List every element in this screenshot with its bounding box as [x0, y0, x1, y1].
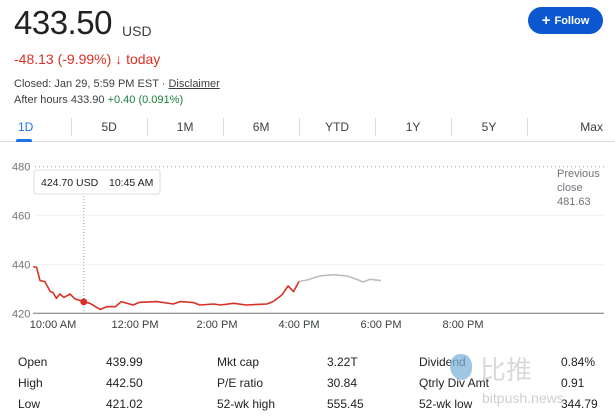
- stat-value: 3.22T: [327, 354, 358, 369]
- tab-1y[interactable]: 1Y: [375, 116, 451, 141]
- stat-value: 442.50: [106, 375, 143, 390]
- x-tick-label: 10:00 AM: [30, 319, 76, 331]
- x-tick-label: 8:00 PM: [443, 319, 484, 331]
- closed-info: Closed: Jan 29, 5:59 PM EST · Disclaimer: [14, 78, 220, 90]
- arrow-down-icon: ↓: [115, 51, 123, 67]
- x-tick-label: 4:00 PM: [279, 319, 320, 331]
- stat-value: 0.84%: [561, 354, 596, 369]
- stat-value: 344.79: [561, 396, 598, 411]
- y-tick-label: 420: [12, 308, 30, 320]
- range-tabs: 1D 5D 1M 6M YTD 1Y 5Y Max: [0, 116, 615, 142]
- tab-1m[interactable]: 1M: [147, 116, 223, 141]
- stat-label: Dividend: [419, 354, 466, 369]
- after-hours: After hours 433.90 +0.40 (0.091%): [14, 94, 183, 106]
- stat-value: 439.99: [106, 354, 143, 369]
- tab-max[interactable]: Max: [527, 116, 615, 141]
- y-tick-label: 440: [12, 259, 30, 271]
- stat-label: Low: [18, 396, 41, 411]
- price-change: -48.13 (-9.99%) ↓ today: [14, 51, 160, 67]
- y-tick-label: 480: [12, 162, 30, 174]
- stat-label: Open: [18, 354, 48, 369]
- previous-close-label-1: Previous: [557, 168, 600, 180]
- after-hours-price-line: [298, 273, 382, 283]
- x-tick-label: 6:00 PM: [361, 319, 402, 331]
- change-value: -48.13 (-9.99%): [14, 51, 112, 67]
- disclaimer-link[interactable]: Disclaimer: [168, 78, 220, 90]
- previous-close-value: 481.63: [557, 196, 591, 208]
- tab-5y[interactable]: 5Y: [451, 116, 527, 141]
- stat-value: 30.84: [327, 375, 358, 390]
- closed-text: Closed: Jan 29, 5:59 PM EST ·: [14, 78, 169, 90]
- stat-label: High: [18, 375, 43, 390]
- price-chart[interactable]: Previous close 481.63 420 440 460 480 10:00…: [0, 150, 615, 340]
- stat-value: 421.02: [106, 396, 143, 411]
- stat-label: Qtrly Div Amt: [419, 375, 490, 390]
- after-hours-change: +0.40 (0.091%): [107, 94, 184, 106]
- stock-price: 433.50: [14, 4, 112, 41]
- follow-label: Follow: [554, 14, 590, 27]
- stat-value: 0.91: [561, 375, 585, 390]
- plus-icon: +: [541, 12, 551, 29]
- previous-close-label-2: close: [557, 182, 583, 194]
- y-tick-label: 460: [12, 211, 30, 223]
- tooltip-time: 10:45 AM: [109, 177, 153, 189]
- hover-point: [80, 298, 88, 306]
- x-tick-label: 2:00 PM: [197, 319, 238, 331]
- after-hours-price: After hours 433.90: [14, 94, 105, 106]
- tab-ytd[interactable]: YTD: [299, 116, 375, 141]
- follow-button[interactable]: + Follow: [528, 7, 603, 34]
- currency: USD: [122, 23, 152, 39]
- stat-value: 555.45: [327, 396, 364, 411]
- tooltip: 424.70 USD 10:45 AM: [33, 169, 161, 195]
- regular-price-line: [33, 265, 300, 311]
- tab-5d[interactable]: 5D: [71, 116, 147, 141]
- stats-table: Open 439.99 Mkt cap 3.22T Dividend 0.84% Hi…: [18, 351, 603, 414]
- stat-label: 52-wk low: [419, 396, 473, 411]
- x-tick-label: 12:00 PM: [111, 319, 158, 331]
- stat-label: P/E ratio: [217, 375, 264, 390]
- stat-label: 52-wk high: [217, 396, 276, 411]
- tooltip-price: 424.70 USD: [41, 177, 99, 189]
- stats-row: Open 439.99 Mkt cap 3.22T Dividend 0.84%: [18, 351, 603, 372]
- stat-label: Mkt cap: [217, 354, 260, 369]
- tab-6m[interactable]: 6M: [223, 116, 299, 141]
- change-suffix: today: [126, 51, 161, 67]
- tab-1d[interactable]: 1D: [0, 116, 71, 142]
- stats-row: High 442.50 P/E ratio 30.84 Qtrly Div Amt 0…: [18, 372, 603, 393]
- stats-row: Low 421.02 52-wk high 555.45 52-wk low 344.…: [18, 393, 603, 414]
